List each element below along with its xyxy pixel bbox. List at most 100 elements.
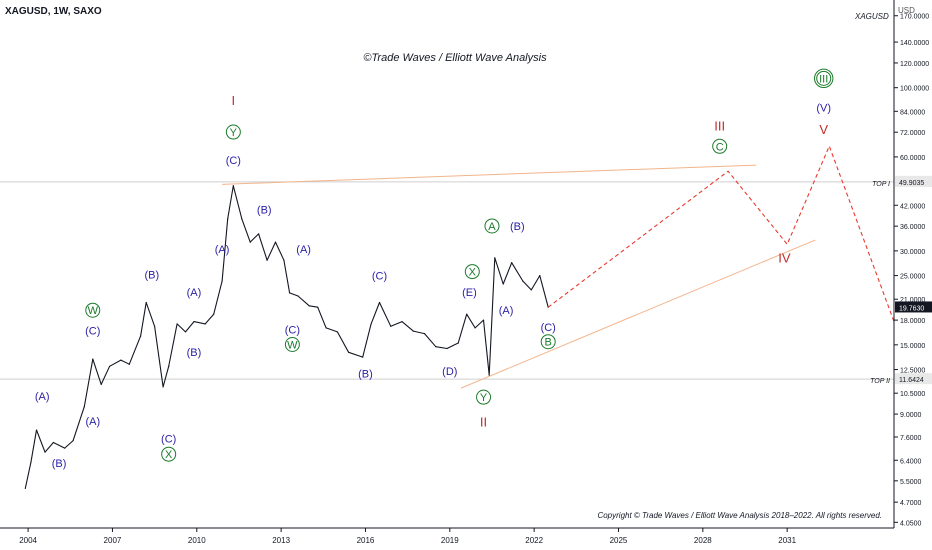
wave-label-green-circle: Y xyxy=(225,124,241,140)
wave-label-text: (B) xyxy=(257,205,272,217)
wave-label-text: X xyxy=(469,267,477,279)
y-tick-label: 21.0000 xyxy=(900,297,925,304)
wave-label-text: Y xyxy=(230,127,238,139)
wave-label-green-double-circle: III xyxy=(814,68,834,89)
y-tick-label: 9.0000 xyxy=(900,412,922,419)
x-tick-label: 2013 xyxy=(272,536,290,545)
wave-label-text: I xyxy=(232,93,236,108)
x-tick-label: 2007 xyxy=(104,536,122,545)
y-tick-label: 18.0000 xyxy=(900,318,925,325)
current-price-tag xyxy=(895,301,932,313)
price-point xyxy=(283,259,285,261)
wave-label-text: V xyxy=(819,122,828,137)
level-name: TOP II xyxy=(870,378,890,385)
wave-label-circle xyxy=(284,336,300,352)
wave-label-green-circle: W xyxy=(85,302,101,318)
y-tick-label: 120.0000 xyxy=(900,61,929,68)
wave-label-blue: (A) xyxy=(187,287,202,299)
y-tick-label: 42.0000 xyxy=(900,203,925,210)
price-point xyxy=(52,441,55,444)
y-tick-label: 10.5000 xyxy=(900,391,925,398)
price-point xyxy=(241,218,243,220)
wave-label-text: X xyxy=(165,449,173,461)
price-point xyxy=(348,351,350,353)
wave-label-green-circle: X xyxy=(161,446,177,462)
projection-line xyxy=(547,144,895,322)
wave-label-red: II xyxy=(480,415,487,430)
price-point xyxy=(274,241,277,243)
y-tick-label: 5.5000 xyxy=(900,479,922,486)
level-price-value: 49.9035 xyxy=(899,180,924,187)
price-point xyxy=(522,280,524,282)
wave-label-text: (A) xyxy=(85,416,100,428)
wave-label-circle xyxy=(484,218,500,234)
wave-label-circle xyxy=(540,334,556,350)
wave-label-text: III xyxy=(819,73,828,85)
x-tick-label: 2016 xyxy=(357,536,375,545)
x-tick-label: 2031 xyxy=(778,536,796,545)
y-tick-label: 4.0500 xyxy=(900,520,922,527)
wave-label-text: (A) xyxy=(215,244,230,256)
wave-label-blue: (B) xyxy=(187,347,202,359)
wave-label-circle xyxy=(816,70,832,86)
price-point xyxy=(249,241,251,243)
wave-label-blue: (C) xyxy=(285,325,300,337)
price-point xyxy=(30,461,32,464)
wave-label-text: W xyxy=(88,305,99,317)
wave-label-green-circle: Y xyxy=(476,389,492,405)
level-name: TOP I xyxy=(872,181,890,188)
y-tick-label: 36.0000 xyxy=(900,224,925,231)
wave-label-text: (A) xyxy=(187,287,202,299)
price-point xyxy=(44,451,46,453)
y-tick-label: 170.0000 xyxy=(900,14,929,21)
y-tick-label: 100.0000 xyxy=(900,86,929,93)
price-point xyxy=(401,321,403,323)
wave-label-blue: (B) xyxy=(144,269,159,281)
wave-label-blue: (A) xyxy=(35,391,50,403)
price-point xyxy=(362,356,364,358)
y-tick-label: 140.0000 xyxy=(900,40,929,47)
price-point xyxy=(288,292,291,294)
price-point xyxy=(390,325,392,327)
wave-label-blue: (A) xyxy=(215,244,230,256)
price-point xyxy=(128,363,130,365)
wave-label-text: (B) xyxy=(144,269,159,281)
price-point xyxy=(435,346,437,348)
price-line xyxy=(24,185,549,490)
wave-label-blue: (B) xyxy=(52,458,67,470)
wave-label-green-circle: W xyxy=(284,336,300,352)
price-series-line xyxy=(24,185,549,489)
price-point xyxy=(154,325,156,327)
x-tick-label: 2025 xyxy=(610,536,628,545)
y-tick-label: 6.4000 xyxy=(900,458,922,465)
price-point xyxy=(184,331,187,333)
price-point xyxy=(530,289,532,291)
wave-label-blue: (B) xyxy=(257,205,272,217)
price-point xyxy=(502,283,504,285)
wave-label-blue: (B) xyxy=(510,221,525,233)
wave-label-text: (A) xyxy=(35,391,50,403)
price-point xyxy=(466,313,468,315)
price-point xyxy=(64,447,66,449)
price-point xyxy=(213,313,215,315)
wave-label-blue: (D) xyxy=(442,366,457,378)
wave-label-text: (D) xyxy=(442,366,457,378)
price-point xyxy=(232,185,234,187)
price-point xyxy=(297,295,299,297)
symbol-watermark: XAGUSD xyxy=(855,12,889,21)
wave-label-circle xyxy=(476,389,492,405)
wave-label-blue: (C) xyxy=(226,155,241,167)
price-point xyxy=(336,331,338,333)
wave-label-green-circle: B xyxy=(540,334,556,350)
wave-labels: I Y (C) (A) (B) (A) (C) W (C) (B) (D) X (E) A (B) (A) (C… xyxy=(35,68,834,470)
price-point xyxy=(266,259,268,261)
wave-label-circle xyxy=(225,124,241,140)
wave-label-circle xyxy=(161,446,177,462)
x-tick-label: 2004 xyxy=(19,536,37,545)
price-point xyxy=(72,440,74,442)
price-point xyxy=(258,233,260,235)
wave-label-text: (C) xyxy=(541,322,556,334)
price-point xyxy=(317,306,319,308)
wave-label-text: C xyxy=(716,141,724,153)
